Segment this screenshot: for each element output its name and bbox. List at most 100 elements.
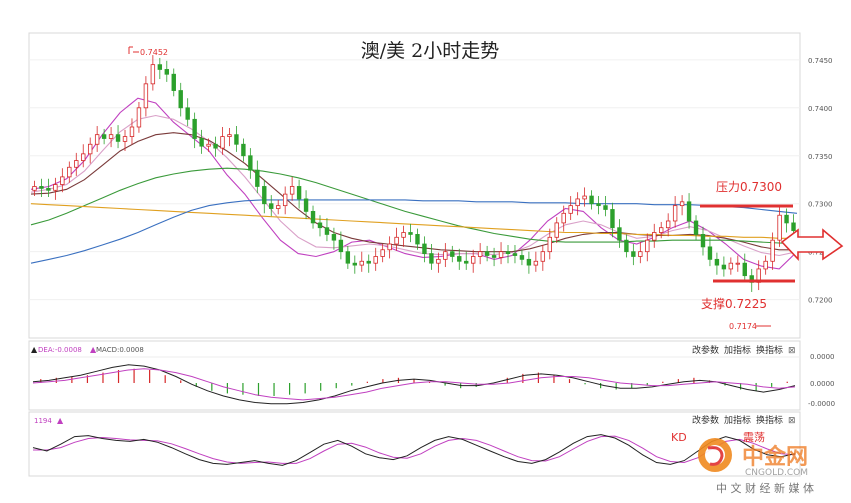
low-marker-label: 0.7174	[729, 322, 757, 331]
kdj-switch-indicator-button[interactable]: 换指标	[756, 414, 783, 426]
high-marker-label: 0.7452	[140, 48, 168, 57]
price-tick-label: 0.7400	[808, 105, 833, 113]
macd-header: ▲ DEA:-0.0008 ▲ MACD:0.0008	[31, 345, 144, 354]
candle-body	[491, 255, 497, 258]
price-tick-label: 0.7300	[808, 201, 833, 209]
watermark: 中金网 CNGOLD.COM	[698, 438, 808, 478]
ma-line	[30, 203, 797, 239]
watermark-brand: 中金网	[742, 444, 808, 470]
candle-body	[394, 236, 399, 245]
candle-body	[94, 134, 100, 145]
candle-body	[735, 262, 741, 265]
candle-body	[296, 186, 302, 200]
candle-body	[742, 262, 747, 277]
macd-close-button[interactable]: ⊠	[788, 346, 796, 356]
candle-body	[81, 153, 86, 161]
macd-add-indicator-button[interactable]: 加指标	[724, 344, 751, 356]
candle-body	[262, 186, 267, 205]
candle-body	[422, 243, 427, 254]
candle-body	[178, 90, 183, 109]
candle-body	[248, 155, 253, 171]
macd-tick-mid: 0.0000	[810, 380, 835, 388]
kdj-value-label: 1194	[34, 417, 52, 425]
svg-text:▲: ▲	[90, 345, 97, 354]
candle-body	[276, 205, 281, 209]
price-tick-label: 0.7200	[808, 297, 833, 305]
kdj-panel	[28, 411, 801, 477]
watermark-sub: CNGOLD.COM	[745, 468, 808, 478]
macd-tick-bottom: -0.0000	[808, 400, 835, 408]
kdj-k-line	[32, 434, 796, 466]
candle-body	[338, 239, 344, 253]
low-marker: 0.7174	[729, 322, 771, 331]
candle-body	[791, 222, 796, 231]
double-arrow-icon	[780, 228, 844, 262]
candle-body	[519, 255, 525, 260]
candle-body	[366, 260, 371, 264]
candle-body	[784, 214, 789, 224]
candle-body	[352, 262, 358, 266]
candle-body	[408, 232, 413, 235]
candle-body	[443, 251, 448, 260]
candle-body	[234, 134, 239, 145]
candle-body	[575, 198, 580, 207]
candle-body	[686, 201, 692, 222]
candle-body	[429, 253, 434, 264]
ma-line	[30, 167, 798, 245]
candle-body	[603, 205, 608, 210]
candle-body	[373, 256, 378, 264]
macd-tick-top: 0.0000	[810, 353, 835, 361]
candle-body	[206, 143, 211, 147]
candle-body	[74, 160, 79, 168]
candle-body	[659, 227, 664, 233]
candle-body	[561, 212, 566, 224]
macd-switch-indicator-button[interactable]: 换指标	[756, 344, 783, 356]
candle-body	[60, 176, 65, 185]
candle-body	[512, 253, 518, 256]
candle-body	[693, 220, 699, 235]
macd-value-label: MACD:0.0008	[96, 346, 144, 354]
candle-body	[401, 232, 406, 238]
candle-body	[707, 246, 713, 260]
candle-body	[310, 210, 316, 224]
candle-body	[498, 251, 504, 258]
macd-dea-line	[32, 368, 796, 401]
candle-body	[645, 239, 650, 253]
main-panel	[28, 32, 801, 339]
candle-body	[568, 205, 573, 214]
candlesticks	[32, 55, 796, 292]
candle-body	[617, 227, 622, 241]
candle-body	[770, 239, 775, 262]
svg-text:▲: ▲	[57, 416, 64, 425]
candle-body	[101, 134, 107, 139]
candle-body	[672, 205, 678, 222]
candle-body	[700, 234, 706, 248]
candle-body	[185, 107, 190, 120]
candle-body	[324, 227, 330, 235]
candle-body	[436, 258, 441, 264]
candle-body	[470, 256, 476, 264]
candle-body	[540, 251, 546, 262]
kdj-edit-params-button[interactable]: 改参数	[692, 414, 719, 426]
candle-body	[143, 83, 149, 109]
candle-body	[46, 187, 51, 191]
candle-body	[39, 186, 44, 189]
candle-body	[477, 251, 483, 257]
macd-edit-params-button[interactable]: 改参数	[692, 344, 719, 356]
candle-body	[380, 249, 385, 257]
kdj-add-indicator-button[interactable]: 加指标	[724, 414, 751, 426]
candle-body	[303, 198, 309, 212]
candle-body	[157, 64, 163, 70]
candle-body	[255, 169, 260, 187]
kdj-overlay-text-2: 震荡	[743, 431, 765, 444]
candle-body	[87, 143, 93, 155]
moving-averages	[30, 97, 798, 270]
watermark-tagline: 中 文 财 经 新 媒 体	[716, 481, 814, 495]
candle-body	[721, 264, 727, 270]
candle-body	[652, 232, 657, 241]
price-tick-label: 0.7350	[808, 153, 833, 161]
candle-body	[505, 251, 511, 254]
kdj-plot	[32, 434, 796, 466]
kdj-close-button[interactable]: ⊠	[788, 416, 796, 426]
